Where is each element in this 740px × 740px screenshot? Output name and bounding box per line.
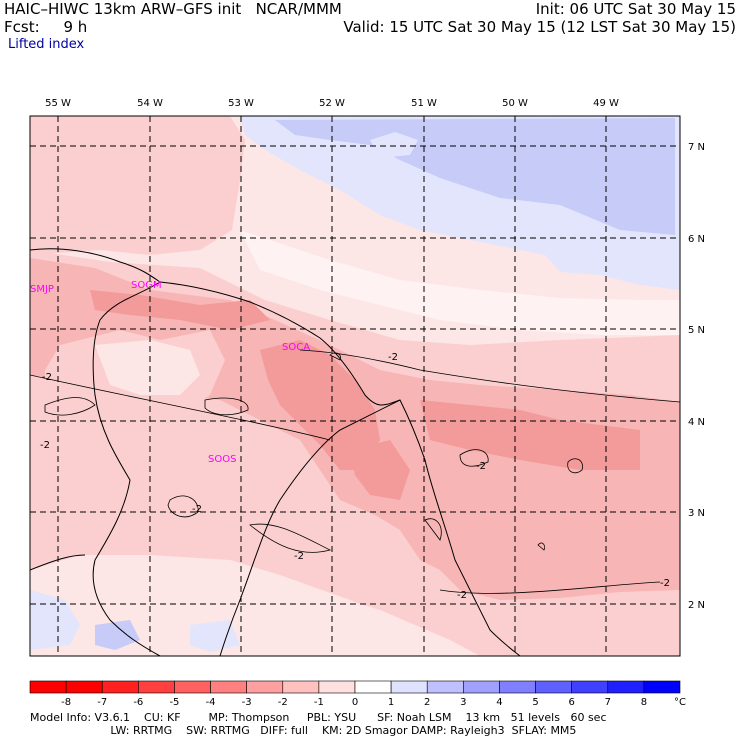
map-frame [29,115,681,657]
lon-label: 54 W [137,98,163,109]
colorbar-tick-label: 4 [496,697,502,708]
colorbar-tick-label: -1 [314,697,324,708]
contour-label: -2 [42,372,52,383]
lat-label: 6 N [688,234,705,245]
station-smjp: SMJP [30,284,54,295]
station-sogm: SOGM [131,280,162,291]
colorbar-swatch [318,680,356,694]
colorbar-swatch [571,680,609,694]
lat-label: 7 N [688,142,705,153]
colorbar-tick-label: 7 [605,697,611,708]
colorbar-swatch [101,680,139,694]
station-soca: SOCA [282,342,310,353]
init-time: Init: 06 UTC Sat 30 May 15 [535,0,736,18]
lon-label: 52 W [319,98,345,109]
field-very-strong-core-1 [260,340,380,470]
colorbar-swatch [463,680,500,694]
colorbar-tick-label: -7 [97,697,107,708]
lifted-index-contours [30,349,680,594]
field-very-strong-core-4 [420,400,640,470]
station-soos: SOOS [208,454,236,465]
coastline-and-borders [30,248,521,656]
colorbar-tick-label: -8 [61,697,71,708]
valid-time: Valid: 15 UTC Sat 30 May 15 (12 LST Sat … [343,18,736,36]
lon-label: 51 W [411,98,437,109]
field-neutral-band [240,230,680,335]
colorbar-tick-label: -6 [133,697,143,708]
model-info-line-1: Model Info: V3.6.1 CU: KF MP: Thompson P… [30,711,607,724]
lat-lon-grid [30,116,680,656]
model-info-line-2: LW: RRTMG SW: RRTMG DIFF: full KM: 2D Sm… [30,724,577,737]
colorbar-swatch [426,680,464,694]
field-weak-negative-sw [30,560,480,656]
contour-label: -2 [457,590,467,601]
lon-label: 55 W [45,98,71,109]
model-title: HAIC–HIWC 13km ARW–GFS init NCAR/MMM [4,0,342,18]
contour-label: -2 [660,578,670,589]
contour-label: -2 [192,504,202,515]
colorbar-swatch [354,680,392,694]
field-very-strong-core-2 [90,290,270,330]
field-weak-positive-hole [370,132,418,158]
colorbar-tick-label: -3 [242,697,252,708]
colorbar-tick-label: 0 [352,697,358,708]
colorbar-swatch [138,680,175,694]
contour-label: -2 [476,461,486,472]
colorbar: -8 -7 -6 -5 -4 -3 -2 -1 0 1 2 3 4 5 6 7 8 [29,680,681,708]
colorbar-swatch [535,680,572,694]
colorbar-swatch [499,680,536,694]
longitude-labels: 55 W 54 W 53 W 52 W 51 W 50 W 49 W [45,98,619,109]
latitude-labels: 7 N 6 N 5 N 4 N 3 N 2 N [688,142,705,611]
lon-label: 50 W [502,98,528,109]
colorbar-swatch [607,680,645,694]
colorbar-tick-label: -5 [169,697,179,708]
field-name: Lifted index [8,37,85,52]
field-weak-positive-sw-2 [190,620,240,652]
colorbar-tick-label: -2 [278,697,288,708]
lat-label: 5 N [688,325,705,336]
colorbar-tick-label: 5 [532,697,538,708]
colorbar-swatch [174,680,211,694]
colorbar-swatch [65,680,103,694]
colorbar-swatch [246,680,284,694]
lat-label: 4 N [688,417,705,428]
lifted-index-field: -2 -2 -2 -2 -2 -2 -2 -2 SMJP SOGM SOCA S… [30,116,680,656]
colorbar-swatch [210,680,247,694]
field-interior-weak [95,340,200,395]
colorbar-swatch [390,680,428,694]
contour-labels: -2 -2 -2 -2 -2 -2 -2 -2 [40,352,670,601]
field-weak-positive-sw [30,590,80,650]
contour-label: -2 [40,440,50,451]
lat-label: 2 N [688,600,705,611]
colorbar-tick-label: 3 [460,697,466,708]
colorbar-swatch [643,680,681,694]
field-moderate-negative-nw [30,116,245,255]
contour-label: -2 [294,551,304,562]
contour-label: -2 [388,352,398,363]
station-labels: SMJP SOGM SOCA SOOS [30,280,310,465]
colorbar-tick-label: 8 [641,697,647,708]
colorbar-tick-label: -4 [206,697,216,708]
forecast-hour: Fcst: 9 h [4,18,88,36]
field-very-strong-core-3 [350,440,410,500]
colorbar-unit: °C [674,697,686,708]
colorbar-tick-label: 1 [388,697,394,708]
field-moderate-positive-sw [95,620,140,650]
colorbar-tick-label: 2 [424,697,430,708]
colorbar-tick-label: 6 [568,697,574,708]
lon-label: 53 W [228,98,254,109]
colorbar-swatch [29,680,67,694]
lon-label: 49 W [593,98,619,109]
colorbar-swatch [282,680,320,694]
lat-label: 3 N [688,508,705,519]
